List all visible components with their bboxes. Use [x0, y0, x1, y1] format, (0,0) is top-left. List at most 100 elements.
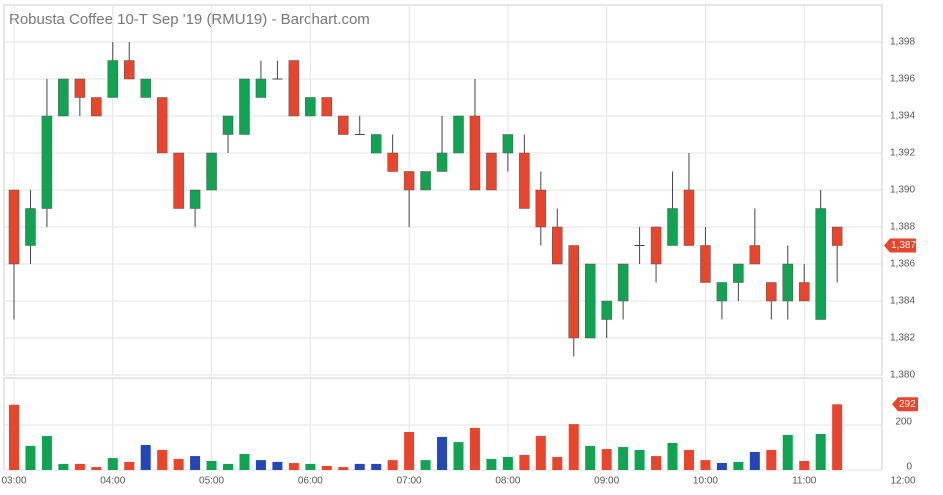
- candle-body: [91, 97, 102, 117]
- candle-body: [58, 78, 69, 117]
- candle-body: [766, 282, 777, 302]
- volume-bar: [733, 461, 744, 470]
- candle-body: [535, 189, 547, 228]
- volume-bar: [206, 461, 217, 470]
- x-tick-label: 08:00: [495, 476, 520, 487]
- y-tick-label: 1,386: [890, 259, 915, 270]
- y-tick-label: 1,392: [890, 148, 915, 159]
- candle-body: [255, 78, 267, 98]
- y-tick-label: 1,384: [890, 296, 915, 307]
- candle-body: [354, 134, 365, 135]
- candle-body: [420, 171, 431, 191]
- candle-body: [321, 97, 333, 117]
- candle-body: [568, 245, 579, 339]
- candle-body: [634, 245, 645, 246]
- volume-bar: [387, 460, 398, 470]
- candle-body: [305, 97, 316, 117]
- volume-bar: [173, 458, 184, 470]
- candle-body: [272, 78, 283, 80]
- volume-bar: [519, 454, 530, 470]
- volume-bar: [832, 404, 843, 470]
- candle-body: [716, 282, 728, 302]
- candle-body: [338, 115, 349, 135]
- y-tick-label: 1,396: [890, 74, 915, 85]
- volume-bar: [552, 456, 563, 470]
- volume-bar: [535, 436, 546, 470]
- volume-bar: [41, 436, 52, 470]
- volume-bar: [469, 427, 480, 470]
- y-tick-label: 1,394: [890, 111, 915, 122]
- x-tick-label: 03:00: [1, 476, 26, 487]
- candle-body: [25, 208, 36, 246]
- volume-bar: [502, 456, 513, 470]
- volume-bar: [766, 449, 777, 470]
- volume-bar: [799, 461, 810, 470]
- y-tick-label: 1,390: [890, 185, 915, 196]
- chart-title: Robusta Coffee 10-T Sep '19 (RMU19) - Ba…: [9, 11, 370, 28]
- candle-body: [519, 152, 530, 209]
- candle-body: [552, 226, 563, 265]
- volume-bar: [239, 454, 250, 470]
- candle-body: [140, 78, 151, 98]
- candle-body: [107, 60, 119, 98]
- volume-bar: [683, 449, 694, 470]
- volume-bar: [354, 463, 365, 470]
- candle-body: [815, 208, 826, 320]
- last-price-label: 1,387: [891, 240, 916, 251]
- volume-bar: [667, 443, 678, 470]
- candle-body: [453, 115, 464, 154]
- volume-bar: [601, 449, 612, 470]
- volume-bar: [338, 467, 349, 470]
- last-price-tag: [884, 238, 916, 253]
- x-tick-label: 04:00: [100, 476, 125, 487]
- volume-bar: [107, 458, 118, 470]
- volume-bar: [157, 449, 168, 470]
- candle-body: [617, 263, 629, 302]
- candle-body: [173, 152, 184, 209]
- y-tick-label: 1,380: [890, 370, 915, 381]
- volume-bar: [321, 465, 332, 470]
- x-tick-label: 06:00: [298, 476, 323, 487]
- volume-bar: [223, 463, 234, 470]
- volume-bar: [486, 458, 497, 470]
- volume-tick-label: 0: [906, 462, 912, 473]
- candle-body: [798, 282, 810, 302]
- candle-body: [436, 152, 448, 172]
- candle-body: [469, 115, 481, 191]
- volume-bar: [124, 461, 135, 470]
- volume-bar: [74, 463, 85, 470]
- volume-bar: [305, 463, 316, 470]
- candle-body: [74, 78, 86, 98]
- candle-body: [486, 152, 497, 191]
- candle-body: [749, 245, 761, 265]
- x-tick-label: 07:00: [397, 476, 422, 487]
- volume-bar: [25, 445, 36, 470]
- candle-body: [156, 97, 168, 154]
- volume-bar: [700, 460, 711, 470]
- candle-body: [239, 78, 250, 135]
- volume-bar: [568, 424, 579, 470]
- volume-bar: [651, 456, 662, 470]
- candle-body: [387, 152, 398, 172]
- candle-body: [123, 60, 135, 80]
- volume-bar: [782, 434, 793, 470]
- candle-body: [782, 263, 794, 302]
- candle-body: [584, 263, 596, 339]
- volume-bar: [140, 445, 151, 470]
- candle-body: [650, 226, 662, 265]
- candle-body: [370, 134, 382, 154]
- volume-bar: [618, 447, 629, 470]
- candle-body: [683, 189, 695, 246]
- candle-body: [700, 245, 711, 283]
- candle-body: [8, 189, 20, 265]
- x-tick-label: 11:00: [792, 476, 817, 487]
- volume-tick-label: 200: [895, 417, 912, 428]
- candle-body: [41, 115, 53, 209]
- candle-body: [189, 189, 201, 209]
- volume-bar: [585, 445, 596, 470]
- volume-bar: [371, 463, 382, 470]
- candle-body: [667, 208, 678, 246]
- candle-body: [601, 300, 612, 320]
